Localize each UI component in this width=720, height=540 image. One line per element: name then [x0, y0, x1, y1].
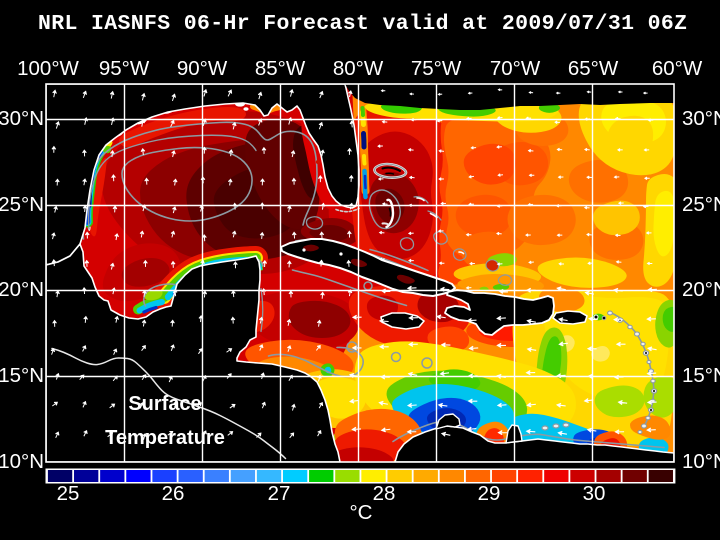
svg-text:25°N: 25°N — [682, 193, 720, 216]
svg-text:20°N: 20°N — [682, 278, 720, 301]
svg-text:25: 25 — [57, 482, 80, 505]
svg-text:10°N: 10°N — [0, 450, 44, 473]
svg-text:30°N: 30°N — [0, 107, 44, 130]
svg-text:Temperature: Temperature — [105, 427, 225, 449]
svg-text:30°N: 30°N — [682, 107, 720, 130]
svg-text:Surface: Surface — [128, 393, 201, 415]
svg-text:75°W: 75°W — [411, 57, 462, 80]
svg-text:100°W: 100°W — [17, 57, 79, 80]
svg-text:°C: °C — [349, 501, 372, 524]
svg-text:60°W: 60°W — [652, 57, 703, 80]
svg-text:70°W: 70°W — [490, 57, 541, 80]
svg-text:80°W: 80°W — [333, 57, 384, 80]
svg-text:10°N: 10°N — [682, 450, 720, 473]
svg-text:30: 30 — [583, 482, 606, 505]
svg-text:29: 29 — [478, 482, 501, 505]
svg-text:27: 27 — [268, 482, 291, 505]
svg-text:28: 28 — [373, 482, 396, 505]
svg-text:20°N: 20°N — [0, 278, 44, 301]
svg-text:NRL IASNFS 06-Hr Forecast val: NRL IASNFS 06-Hr Forecast valid at 2009/… — [38, 12, 687, 36]
svg-text:85°W: 85°W — [255, 57, 306, 80]
svg-text:95°W: 95°W — [99, 57, 150, 80]
svg-text:25°N: 25°N — [0, 193, 44, 216]
svg-text:15°N: 15°N — [0, 364, 44, 387]
svg-text:90°W: 90°W — [177, 57, 228, 80]
svg-text:26: 26 — [162, 482, 185, 505]
svg-text:15°N: 15°N — [682, 364, 720, 387]
svg-text:65°W: 65°W — [568, 57, 619, 80]
